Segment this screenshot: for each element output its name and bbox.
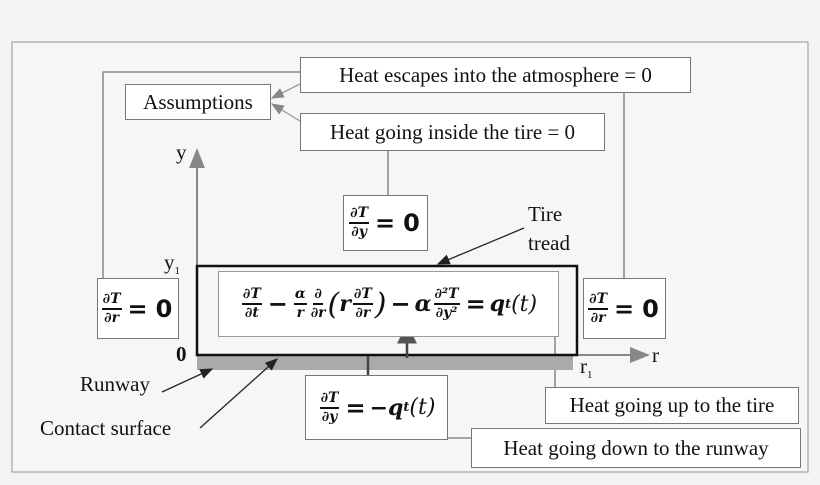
heat-inside-text: Heat going inside the tire = 0 <box>329 119 576 144</box>
r-axis-label: r <box>652 343 659 367</box>
heat-escapes-box: Heat escapes into the atmosphere = 0 <box>300 57 691 93</box>
left-connector <box>102 71 300 278</box>
heat-escapes-text: Heat escapes into the atmosphere = 0 <box>339 62 652 87</box>
bc-top-box: ∂T ∂y = 0 <box>343 195 428 251</box>
tire-label: Tire <box>528 202 563 226</box>
bc-right-box: ∂T ∂r = 0 <box>583 278 666 339</box>
runway-strip <box>197 356 573 370</box>
tire-tread-pointer <box>436 227 525 265</box>
tread-label: tread <box>528 231 570 255</box>
r1-label: r1 <box>580 354 593 382</box>
heat-down-text: Heat going down to the runway <box>503 435 769 460</box>
heat-up-text: Heat going up to the tire <box>569 393 775 417</box>
runway-pointer <box>161 368 214 393</box>
y1-label: y1 <box>164 250 180 278</box>
bc-bottom-box: ∂T ∂y = −q t (t) <box>305 375 448 440</box>
y-axis-label: y <box>176 140 187 164</box>
assumptions-box: Assumptions <box>125 84 271 120</box>
bc-left-box: ∂T ∂r = 0 <box>97 278 179 339</box>
contact-surface-pointer <box>199 358 278 429</box>
heat-up-box: Heat going up to the tire <box>545 387 799 424</box>
assumption-arrow-top <box>270 83 301 99</box>
heat-inside-box: Heat going inside the tire = 0 <box>300 113 605 151</box>
runway-label: Runway <box>80 372 150 396</box>
contact-surface-label: Contact surface <box>40 416 172 440</box>
assumption-arrow-bottom <box>270 103 301 122</box>
origin-label: 0 <box>176 342 187 366</box>
tire-tread-box <box>195 264 579 357</box>
heat-down-box: Heat going down to the runway <box>471 428 801 468</box>
assumptions-text: Assumptions <box>143 89 253 114</box>
